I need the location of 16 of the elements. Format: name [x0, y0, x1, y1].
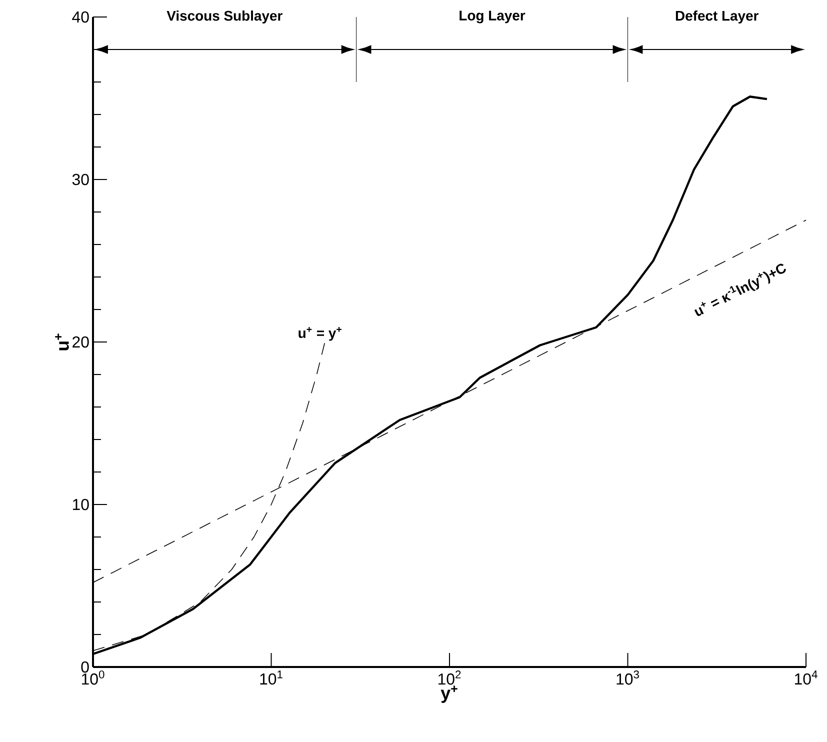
y-tick-label: 30: [72, 174, 89, 186]
x-axis-title: y$^{+}$: [440, 686, 458, 703]
y-tick-label: 0: [81, 661, 89, 673]
annotation: Defect Layer: [676, 10, 758, 24]
x-tick-label: 10$^{2}$: [438, 670, 461, 685]
y-tick-label: 10: [72, 498, 89, 510]
annotation: Viscous Sublayer: [166, 10, 282, 24]
annotation: Log Layer: [460, 10, 526, 24]
y-axis-title: u$^{+}$: [55, 334, 69, 350]
y-tick-label: 20: [72, 336, 89, 348]
x-tick-label: 10$^{1}$: [260, 670, 282, 685]
x-tick-label: 10$^{3}$: [616, 670, 639, 685]
annotation: u$^{+}$ = κ$^{-1}$ln(y$^{+}$)+C: [694, 264, 786, 316]
x-tick-label: 10$^{4}$: [795, 670, 818, 685]
annotation: u$^{+}$ = y$^{+}$: [298, 326, 342, 341]
y-tick-label: 40: [72, 11, 89, 23]
